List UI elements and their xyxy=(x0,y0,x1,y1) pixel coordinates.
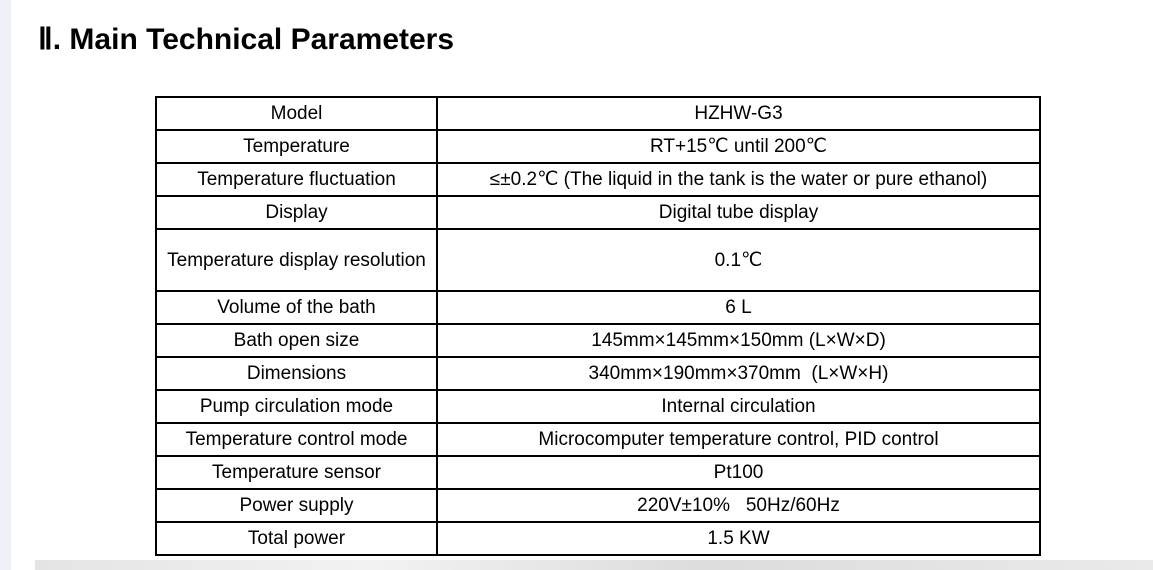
left-margin-bar xyxy=(0,0,11,570)
table-row: Model HZHW-G3 xyxy=(155,96,1041,131)
table-row: Temperature fluctuation ≤±0.2℃ (The liqui… xyxy=(155,162,1041,197)
section-heading: Ⅱ. Main Technical Parameters xyxy=(38,23,455,56)
parameter-value: Pt100 xyxy=(436,455,1041,490)
parameter-value: 340mm×190mm×370mm (L×W×H) xyxy=(436,356,1041,391)
parameter-value: ≤±0.2℃ (The liquid in the tank is the wa… xyxy=(436,162,1041,197)
parameter-value: 220V±10% 50Hz/60Hz xyxy=(436,488,1041,523)
parameter-value: HZHW-G3 xyxy=(436,96,1041,131)
parameter-label: Temperature control mode xyxy=(155,422,438,457)
table-row: Dimensions 340mm×190mm×370mm (L×W×H) xyxy=(155,356,1041,391)
table-row: Temperature sensor Pt100 xyxy=(155,455,1041,490)
parameter-label: Dimensions xyxy=(155,356,438,391)
parameter-label: Power supply xyxy=(155,488,438,523)
parameter-value: 1.5 KW xyxy=(436,521,1041,556)
table-row: Volume of the bath 6 L xyxy=(155,290,1041,325)
parameter-label: Temperature sensor xyxy=(155,455,438,490)
parameter-label: Temperature fluctuation xyxy=(155,162,438,197)
parameter-value: 145mm×145mm×150mm (L×W×D) xyxy=(436,323,1041,358)
parameter-value: Digital tube display xyxy=(436,195,1041,230)
table-row: Temperature RT+15℃ until 200℃ xyxy=(155,129,1041,164)
parameter-label: Bath open size xyxy=(155,323,438,358)
table-row: Pump circulation mode Internal circulatio… xyxy=(155,389,1041,424)
table-row: Display Digital tube display xyxy=(155,195,1041,230)
parameters-table: Model HZHW-G3 Temperature RT+15℃ until 200℃… xyxy=(155,96,1041,556)
table-row: Power supply 220V±10% 50Hz/60Hz xyxy=(155,488,1041,523)
parameter-value: RT+15℃ until 200℃ xyxy=(436,129,1041,164)
parameter-value: 6 L xyxy=(436,290,1041,325)
parameter-label: Model xyxy=(155,96,438,131)
parameter-value: Internal circulation xyxy=(436,389,1041,424)
parameter-value: Microcomputer temperature control, PID c… xyxy=(436,422,1041,457)
parameter-label: Temperature display resolution xyxy=(155,228,438,292)
parameter-label: Pump circulation mode xyxy=(155,389,438,424)
parameter-label: Temperature xyxy=(155,129,438,164)
bottom-image-strip xyxy=(35,560,1153,570)
table-row: Temperature display resolution 0.1℃ xyxy=(155,228,1041,292)
parameter-label: Volume of the bath xyxy=(155,290,438,325)
parameter-value: 0.1℃ xyxy=(436,228,1041,292)
table-row: Bath open size 145mm×145mm×150mm (L×W×D) xyxy=(155,323,1041,358)
parameter-label: Display xyxy=(155,195,438,230)
table-row: Temperature control mode Microcomputer te… xyxy=(155,422,1041,457)
table-row: Total power 1.5 KW xyxy=(155,521,1041,556)
parameter-label: Total power xyxy=(155,521,438,556)
